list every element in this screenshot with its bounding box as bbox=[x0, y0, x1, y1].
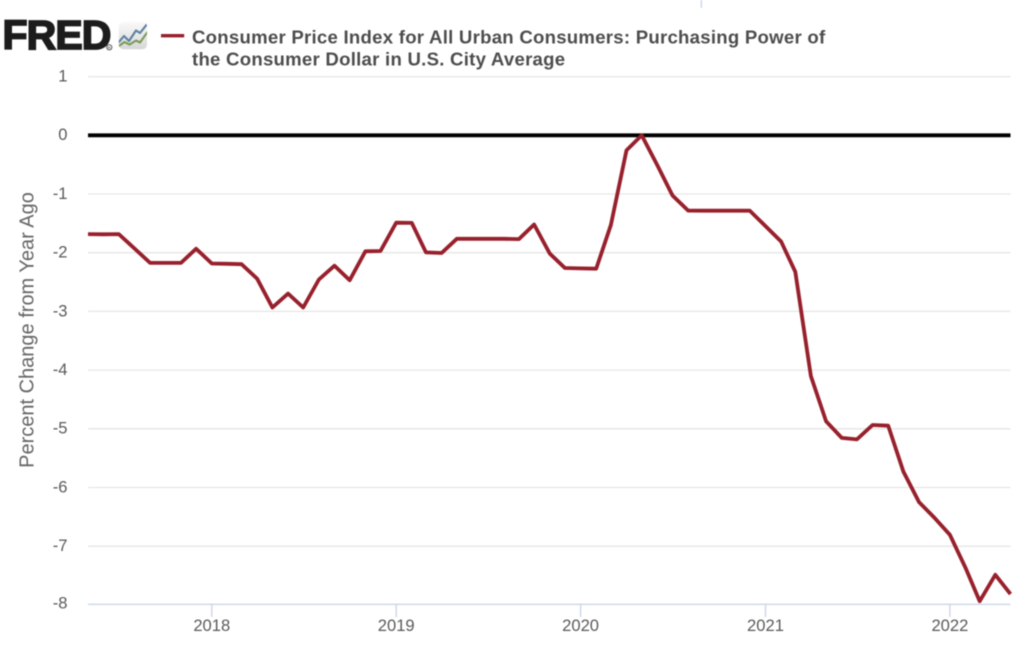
svg-text:-2: -2 bbox=[53, 243, 68, 262]
svg-text:-5: -5 bbox=[53, 419, 68, 438]
svg-text:-6: -6 bbox=[53, 477, 68, 496]
svg-text:1: 1 bbox=[58, 67, 67, 86]
svg-text:R: R bbox=[108, 45, 112, 50]
svg-text:0: 0 bbox=[58, 125, 67, 144]
svg-text:Consumer Price Index for All U: Consumer Price Index for All Urban Consu… bbox=[192, 27, 826, 48]
svg-text:the Consumer Dollar in U.S. Ci: the Consumer Dollar in U.S. City Average bbox=[192, 48, 565, 69]
svg-text:-1: -1 bbox=[53, 184, 68, 203]
svg-text:2019: 2019 bbox=[378, 616, 415, 635]
svg-text:-7: -7 bbox=[53, 536, 68, 555]
svg-text:2022: 2022 bbox=[931, 616, 968, 635]
svg-text:-3: -3 bbox=[53, 301, 68, 320]
svg-text:2021: 2021 bbox=[747, 616, 784, 635]
svg-text:2018: 2018 bbox=[193, 616, 230, 635]
svg-text:-8: -8 bbox=[53, 594, 68, 613]
svg-text:Percent Change from Year Ago: Percent Change from Year Ago bbox=[17, 192, 39, 468]
svg-text:FRED: FRED bbox=[3, 12, 111, 58]
svg-text:-4: -4 bbox=[53, 360, 68, 379]
svg-text:2020: 2020 bbox=[562, 616, 599, 635]
